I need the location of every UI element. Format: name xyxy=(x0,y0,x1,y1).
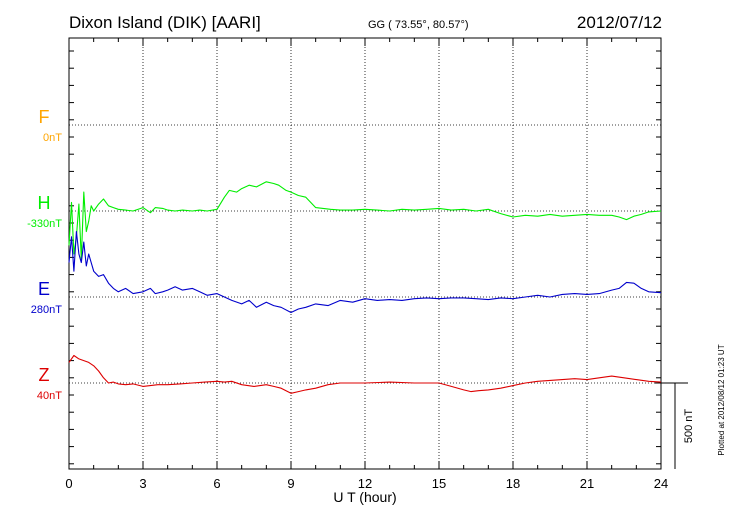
x-tick-label: 24 xyxy=(654,476,668,491)
plotted-timestamp: Plotted at 2012/08/12 01:23 UT xyxy=(717,344,726,455)
grid-lines xyxy=(69,38,661,469)
series-line-z xyxy=(68,354,662,394)
x-axis-title: U T (hour) xyxy=(333,489,396,505)
x-tick-label: 0 xyxy=(65,476,72,491)
x-tick-label: 12 xyxy=(358,476,372,491)
component-letter-h: H xyxy=(38,193,51,213)
axis-ticks xyxy=(68,38,662,469)
station-coordinates: GG ( 73.55°, 80.57°) xyxy=(368,19,469,31)
station-title: Dixon Island (DIK) [AARI] xyxy=(69,13,261,32)
x-tick-label: 3 xyxy=(139,476,146,491)
scale-bar-label: 500 nT xyxy=(683,409,695,444)
series-line-e xyxy=(68,231,662,314)
x-tick-labels: 0 3 6 9 12 15 18 21 24 xyxy=(65,476,668,491)
component-offset-z: 40nT xyxy=(37,390,62,402)
component-letter-e: E xyxy=(38,279,50,299)
data-series xyxy=(68,181,662,394)
component-labels: F 0nT H -330nT E 280nT Z 40nT xyxy=(27,107,62,402)
component-letter-f: F xyxy=(39,107,50,127)
component-letter-z: Z xyxy=(39,365,50,385)
component-offset-h: -330nT xyxy=(27,218,62,230)
x-tick-label: 6 xyxy=(213,476,220,491)
date-label: 2012/07/12 xyxy=(577,13,662,32)
component-offset-f: 0nT xyxy=(43,132,62,144)
x-tick-label: 21 xyxy=(580,476,594,491)
x-tick-label: 15 xyxy=(432,476,446,491)
component-offset-e: 280nT xyxy=(31,304,62,316)
x-tick-label: 18 xyxy=(506,476,520,491)
x-tick-label: 9 xyxy=(287,476,294,491)
scale-bar: 500 nT xyxy=(655,382,695,469)
series-line-h xyxy=(68,181,662,260)
